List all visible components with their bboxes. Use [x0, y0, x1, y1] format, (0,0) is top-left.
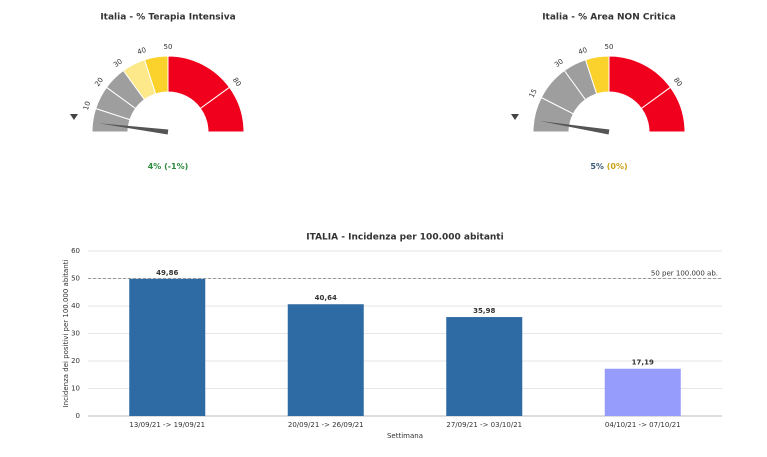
x-axis-label: Settimana [387, 432, 423, 440]
y-tick-label: 40 [71, 302, 80, 310]
reference-label: 50 per 100.000 ab. [651, 270, 718, 278]
gauge-tick-label: 50 [164, 43, 173, 51]
gauge-tick-label: 15 [528, 88, 539, 100]
y-tick-label: 0 [76, 412, 80, 420]
marker [511, 114, 519, 120]
gauge-tick-label: 80 [231, 76, 243, 88]
gauge-title: Italia - % Terapia Intensiva [100, 13, 235, 23]
bar [446, 317, 523, 416]
x-tick-label: 27/09/21 -> 03/10/21 [446, 421, 522, 429]
data-label: 17,19 [632, 359, 654, 367]
bar [604, 368, 681, 416]
gauge-tick-label: 50 [605, 43, 614, 51]
y-axis-label: Incidenza dei positivi per 100.000 abita… [62, 260, 70, 408]
y-tick-label: 50 [71, 275, 80, 283]
gauge-tick-label: 80 [672, 76, 684, 88]
gauge-tick-label: 30 [112, 57, 124, 69]
gauge-band [199, 86, 245, 133]
y-tick-label: 60 [71, 247, 80, 255]
gauge-tick-label: 20 [93, 76, 105, 88]
gauge-value: 5% (0%) [590, 162, 627, 171]
data-label: 40,64 [315, 294, 337, 302]
data-label: 49,86 [156, 269, 178, 277]
change-label: (-1%) [164, 162, 188, 171]
data-label: 35,98 [473, 307, 495, 315]
y-tick-label: 10 [71, 385, 80, 393]
gauge-needle [98, 123, 169, 135]
gauge-title: Italia - % Area NON Critica [542, 13, 676, 23]
gauge-tick-label: 10 [82, 100, 92, 111]
bar [287, 304, 364, 416]
gauge-tick-label: 40 [577, 46, 588, 56]
x-tick-label: 04/10/21 -> 07/10/21 [605, 421, 681, 429]
marker [70, 114, 78, 120]
x-tick-label: 20/09/21 -> 26/09/21 [288, 421, 364, 429]
gauge-value: 4% (-1%) [148, 162, 189, 171]
chart-title: ITALIA - Incidenza per 100.000 abitanti [306, 233, 503, 243]
gauge-band [640, 86, 686, 133]
gauge-tick-label: 30 [553, 57, 565, 69]
gauge-needle [539, 121, 610, 135]
x-tick-label: 13/09/21 -> 19/09/21 [129, 421, 205, 429]
change-label: (0%) [607, 162, 628, 171]
bar [129, 278, 206, 416]
y-tick-label: 20 [71, 357, 80, 365]
y-tick-label: 30 [71, 330, 80, 338]
value-label: 4% [148, 162, 162, 171]
gauge-tick-label: 40 [136, 46, 147, 56]
value-label: 5% [590, 162, 604, 171]
